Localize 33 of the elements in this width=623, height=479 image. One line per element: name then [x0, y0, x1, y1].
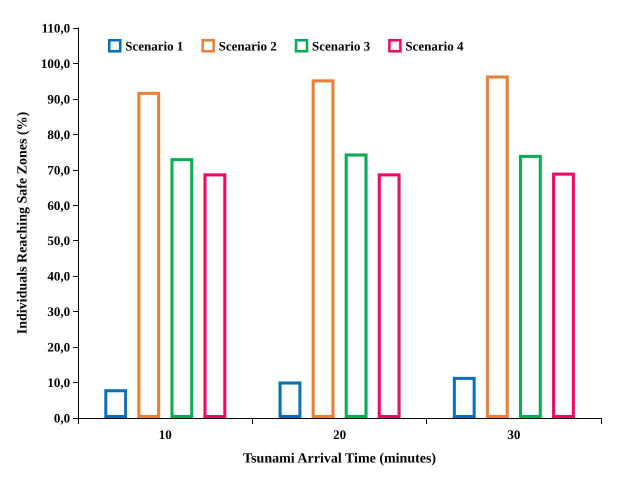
legend-label: Scenario 4: [405, 38, 464, 54]
bar: [552, 172, 575, 418]
y-tick-label: 110,0: [42, 20, 70, 36]
bar: [278, 381, 302, 418]
bar: [452, 376, 476, 418]
y-tick-label: 70,0: [47, 162, 70, 178]
legend-label: Scenario 3: [312, 38, 371, 54]
bar: [104, 389, 128, 418]
x-tick-label: 10: [158, 427, 172, 442]
y-tick-label: 0,0: [54, 410, 70, 426]
bar: [203, 173, 226, 418]
x-tick-label: 20: [333, 427, 346, 442]
y-tick-label: 40,0: [47, 268, 70, 284]
y-tick-label: 50,0: [47, 233, 70, 248]
y-tick-label: 10,0: [47, 375, 70, 390]
y-tick-label: 80,0: [47, 126, 70, 142]
x-tick-label: 30: [507, 427, 520, 442]
y-tick-label: 90,0: [47, 91, 70, 106]
bar: [518, 154, 542, 418]
legend-label: Scenario 1: [125, 38, 184, 54]
x-axis-title: Tsunami Arrival Time (minutes): [243, 452, 436, 466]
bar: [344, 154, 368, 418]
bar: [378, 173, 401, 418]
y-tick-label: 20,0: [47, 340, 70, 355]
y-axis-title: Individuals Reaching Safe Zones (%): [16, 111, 30, 334]
bar: [486, 76, 509, 418]
y-tick-label: 100,0: [40, 56, 70, 71]
y-tick-label: 30,0: [47, 304, 70, 320]
bar: [137, 92, 160, 418]
legend-label: Scenario 2: [218, 38, 277, 54]
y-tick-label: 60,0: [47, 198, 70, 213]
bar: [312, 79, 334, 418]
bar: [170, 158, 194, 418]
